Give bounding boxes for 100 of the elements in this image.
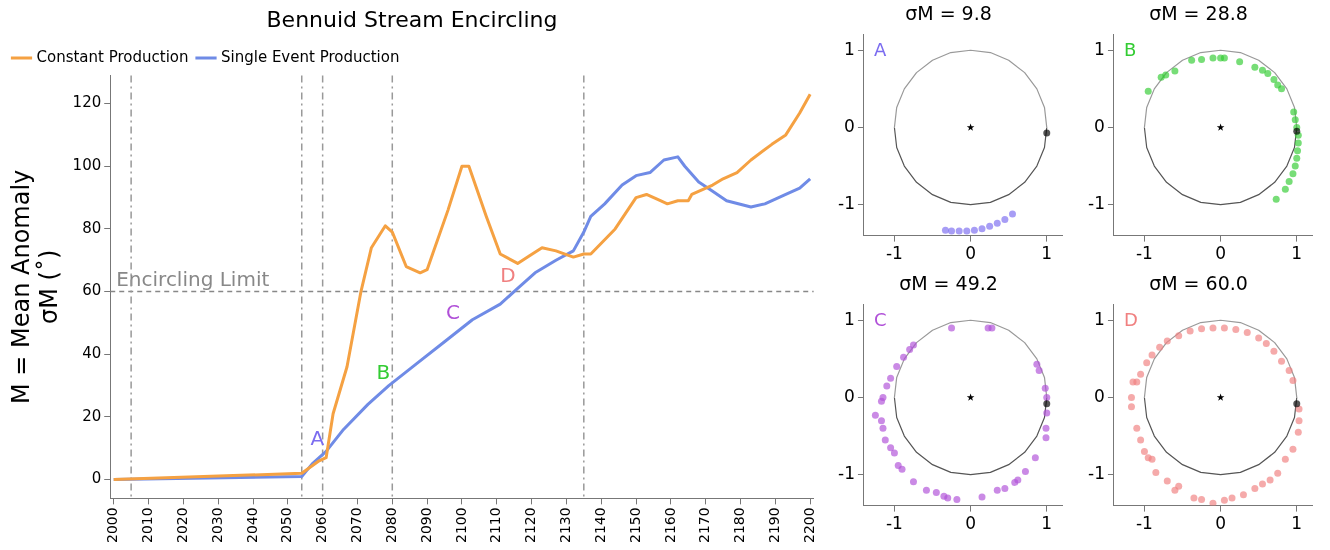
annotation: A — [310, 425, 325, 450]
point — [1236, 58, 1244, 66]
point — [1281, 455, 1289, 463]
y-tick-label: 120 — [72, 93, 102, 112]
point — [1294, 428, 1302, 436]
point — [883, 382, 891, 390]
x-tick-label: 0 — [1215, 243, 1227, 264]
point — [1042, 434, 1050, 442]
point — [1175, 482, 1183, 490]
point — [1216, 393, 1225, 401]
x-tick-label: 0 — [965, 513, 977, 534]
point — [1152, 468, 1160, 476]
point — [1258, 66, 1266, 74]
point — [890, 449, 898, 457]
point — [1293, 127, 1301, 135]
x-tick-label: 2200 — [800, 507, 817, 544]
point — [993, 486, 1001, 494]
point — [1043, 393, 1051, 401]
x-tick-label: 2120 — [522, 507, 539, 544]
x-tick-label: 2190 — [765, 507, 782, 544]
chart-title: Bennuid Stream Encircling — [266, 6, 558, 32]
legend-label: Single Event Production — [221, 47, 400, 66]
y-tick-label: -1 — [1088, 463, 1105, 484]
annotation: A — [873, 39, 887, 61]
y-tick-label: 40 — [82, 344, 102, 363]
x-tick-label: 0 — [1215, 513, 1227, 534]
x-tick-label: 2180 — [731, 507, 748, 544]
x-tick-label: 1 — [1041, 243, 1053, 264]
point — [1137, 370, 1145, 378]
point — [1272, 195, 1280, 203]
x-tick-label: 2080 — [382, 507, 399, 544]
point — [909, 478, 917, 486]
point — [1239, 491, 1247, 499]
point — [1274, 469, 1282, 477]
point — [1285, 178, 1293, 186]
x-tick-label: 2170 — [696, 507, 713, 544]
point — [887, 444, 895, 452]
point — [1001, 485, 1009, 493]
point — [1140, 448, 1148, 456]
y-tick-label: 60 — [82, 281, 102, 300]
x-tick-label: -1 — [885, 243, 903, 264]
annotation: B — [376, 359, 391, 384]
point — [1209, 324, 1217, 332]
y-tick-label: 0 — [844, 385, 855, 406]
point — [1264, 69, 1272, 77]
point — [1171, 67, 1179, 75]
point — [1220, 496, 1228, 504]
x-tick-label: 1 — [1291, 243, 1303, 264]
chart-title: σM = 9.8 — [905, 2, 992, 25]
x-tick-label: 2090 — [417, 507, 434, 544]
point — [966, 393, 975, 401]
point — [1255, 334, 1263, 342]
point — [1281, 185, 1289, 193]
point — [932, 488, 940, 496]
point — [1033, 360, 1041, 368]
point — [909, 341, 917, 349]
point — [1043, 129, 1051, 137]
x-tick-label: 2070 — [348, 507, 365, 544]
point — [1001, 215, 1009, 223]
annotation: D — [1123, 309, 1138, 331]
point — [1043, 409, 1051, 417]
point — [1262, 339, 1270, 347]
x-tick-label: 2040 — [243, 507, 260, 544]
point — [1162, 71, 1170, 79]
point — [1129, 378, 1137, 386]
point — [1198, 325, 1206, 333]
point — [894, 461, 902, 469]
point — [906, 346, 914, 354]
point — [1293, 400, 1301, 408]
point — [984, 324, 992, 332]
y-tick-label: 0 — [1094, 385, 1105, 406]
point — [1198, 56, 1206, 64]
y-tick-label: 80 — [82, 218, 102, 237]
point — [1043, 400, 1051, 408]
point — [993, 219, 1001, 227]
point — [1127, 393, 1135, 401]
y-tick-label: -1 — [838, 193, 855, 214]
x-tick-label: 1 — [1041, 513, 1053, 534]
x-tick-label: 1 — [1291, 513, 1303, 534]
annotation: B — [1123, 39, 1137, 61]
point — [966, 123, 975, 131]
y-tick-label: 0 — [844, 115, 855, 136]
point — [978, 493, 986, 501]
y-tick-label: 100 — [72, 156, 102, 175]
point — [1220, 324, 1228, 332]
point — [1031, 454, 1039, 462]
y-tick-label: 1 — [1094, 38, 1105, 59]
point — [986, 222, 994, 230]
x-tick-label: 2140 — [591, 507, 608, 544]
y-tick-label: -1 — [838, 463, 855, 484]
x-tick-label: 2010 — [139, 507, 156, 544]
point — [1291, 116, 1299, 124]
point — [1251, 63, 1259, 71]
point — [1278, 85, 1286, 93]
point — [1144, 87, 1152, 95]
point — [1163, 477, 1171, 485]
x-tick-label: 2150 — [626, 507, 643, 544]
chart-title: σM = 60.0 — [1149, 272, 1248, 295]
point — [1228, 494, 1236, 502]
point — [955, 227, 963, 235]
